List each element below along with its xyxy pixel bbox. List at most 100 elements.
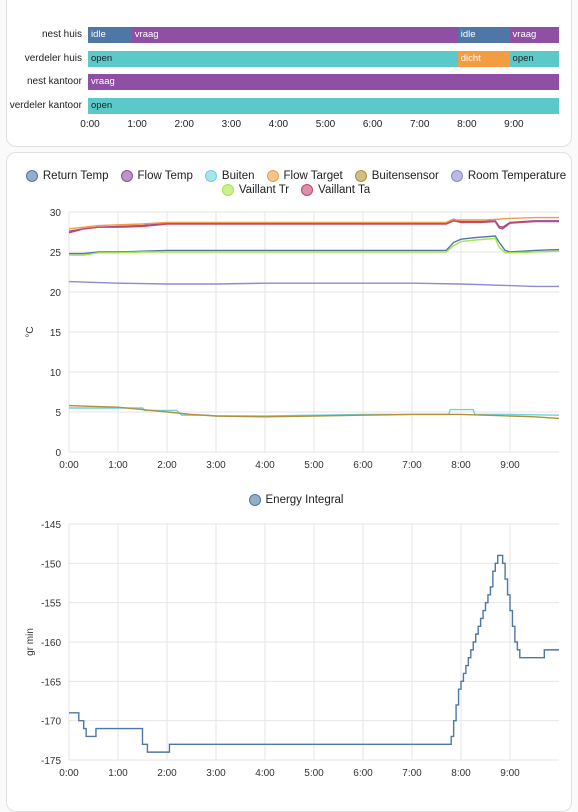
legend-label: Vaillant Ta — [318, 184, 371, 196]
series-line-room-temperature — [68, 280, 559, 288]
x-tick-label: 7:00 — [402, 768, 422, 779]
timeline-segment-idle[interactable]: idle — [88, 27, 132, 43]
y-tick-label: 25 — [50, 248, 62, 259]
charts-card: Return Temp Flow Temp Buiten Flow Target Bui… — [6, 152, 572, 812]
y-axis-label: gr min — [25, 628, 36, 656]
series-line-energy-integral — [69, 554, 559, 753]
y-axis-label: °C — [25, 326, 36, 337]
legend-label: Buiten — [221, 170, 255, 182]
timeline-row-label-verdeler-huis: verdeler huis — [24, 52, 82, 64]
legend-swatch — [25, 170, 38, 182]
legend-item-vaillant-tr[interactable]: Vaillant Tr — [221, 184, 290, 196]
energy-chart: -175 -170 -165 -160 -155 -150 -145 0:00 1:00 2:00… — [25, 520, 559, 779]
y-tick-label: -160 — [41, 638, 61, 649]
x-tick-label: 5:00 — [304, 768, 324, 779]
series-line-flow-target — [68, 216, 559, 230]
y-tick-label: 20 — [50, 288, 62, 299]
y-tick-label: 15 — [50, 328, 62, 339]
timeline-segment-vraag[interactable]: vraag — [131, 27, 458, 43]
legend-swatch — [354, 170, 367, 182]
x-tick-label: 5:00 — [304, 460, 324, 471]
x-tick-label: 3:00 — [206, 768, 226, 779]
x-tick-label: 2:00 — [157, 460, 177, 471]
timeline-tick-label: 9:00 — [504, 119, 524, 130]
y-tick-label: -175 — [41, 756, 61, 767]
y-tick-label: -170 — [41, 717, 61, 728]
y-tick-label: -145 — [41, 520, 61, 531]
timeline-tick-label: 6:00 — [362, 119, 383, 130]
x-tick-label: 1:00 — [108, 460, 128, 471]
x-tick-label: 1:00 — [108, 768, 128, 779]
legend-swatch — [204, 170, 217, 182]
legend-label: Room Temperature — [467, 170, 567, 182]
timeline-tick-label: 8:00 — [457, 119, 477, 130]
timeline-segment-vraag[interactable]: vraag — [88, 74, 559, 90]
energy-legend: Energy Integral — [15, 494, 577, 506]
legend-swatch — [301, 184, 314, 196]
legend-swatch — [266, 170, 279, 182]
series-line-vaillant-ta — [68, 220, 559, 234]
timeline-tick-label: 1:00 — [127, 119, 147, 130]
legend-item-energy-integral[interactable]: Energy Integral — [248, 494, 344, 506]
y-tick-label: 10 — [50, 368, 62, 379]
temperature-chart: 0 5 10 15 20 25 30 0:00 1:00 2:00 3:00 4:00 5:00 6:00… — [25, 208, 560, 471]
legend-item-return-temp[interactable]: Return Temp — [25, 170, 109, 182]
timeline-segment-open[interactable]: open — [509, 50, 559, 67]
legend-label: Return Temp — [42, 170, 109, 182]
timeline-tick-label: 5:00 — [315, 119, 336, 130]
y-tick-label: -155 — [41, 599, 61, 610]
timeline-tick-label: 2:00 — [174, 119, 194, 130]
legend-label: Flow Target — [283, 170, 343, 182]
legend-swatch — [450, 170, 463, 182]
legend-swatch — [248, 494, 261, 506]
timeline-segment-idle[interactable]: idle — [457, 27, 510, 43]
legend-label: Flow Temp — [137, 170, 193, 182]
timeline-card: nest huis idle vraag idle vraag verdeler huis… — [6, 0, 572, 147]
legend-swatch — [120, 170, 133, 182]
series-line-vaillant-tr — [69, 237, 560, 256]
legend-label: Energy Integral — [265, 494, 344, 506]
timeline-tick-label: 4:00 — [268, 119, 289, 130]
series-line-flow-temp — [68, 218, 559, 232]
timeline-tick-label: 0:00 — [80, 119, 100, 130]
grid-lines — [68, 523, 559, 761]
legend-item-flow-temp[interactable]: Flow Temp — [120, 170, 193, 182]
series-line-return-temp — [69, 235, 560, 255]
x-tick-label: 0:00 — [59, 768, 79, 779]
x-tick-label: 4:00 — [255, 460, 275, 471]
timeline-segment-dicht[interactable]: dicht — [457, 50, 510, 67]
timeline-tick-label: 7:00 — [409, 119, 430, 130]
x-tick-label: 6:00 — [353, 768, 373, 779]
x-tick-label: 8:00 — [451, 768, 471, 779]
legend-item-vaillant-ta[interactable]: Vaillant Ta — [301, 184, 370, 196]
timeline-segment-vraag[interactable]: vraag — [509, 27, 559, 43]
legend-item-buitensensor[interactable]: Buitensensor — [354, 170, 439, 182]
temperature-legend: Return Temp Flow Temp Buiten Flow Target Bui… — [15, 170, 577, 196]
y-tick-label: 30 — [50, 208, 62, 219]
timeline-row-label-nest-huis: nest huis — [41, 29, 82, 40]
timeline-tick-label: 3:00 — [221, 119, 242, 130]
x-tick-label: 8:00 — [451, 460, 471, 471]
y-tick-label: 0 — [55, 448, 61, 459]
x-tick-label: 3:00 — [206, 460, 226, 471]
x-tick-label: 9:00 — [500, 768, 520, 779]
timeline-row-label-verdeler-kantoor: verdeler kantoor — [9, 99, 82, 111]
x-tick-label: 9:00 — [500, 460, 520, 471]
y-tick-label: 5 — [55, 408, 61, 419]
legend-item-flow-target[interactable]: Flow Target — [266, 170, 343, 182]
y-tick-label: -165 — [41, 677, 61, 688]
x-tick-label: 2:00 — [157, 768, 177, 779]
timeline-segment-open[interactable]: open — [88, 50, 458, 67]
y-tick-label: -150 — [41, 559, 61, 570]
x-tick-label: 7:00 — [402, 460, 422, 471]
x-tick-label: 4:00 — [255, 768, 275, 779]
legend-label: Buitensensor — [371, 170, 439, 182]
series-line-buitensensor — [68, 404, 560, 420]
legend-swatch — [221, 184, 234, 196]
x-tick-label: 6:00 — [353, 460, 373, 471]
timeline-segment-open[interactable]: open — [88, 97, 559, 114]
legend-item-room-temperature[interactable]: Room Temperature — [450, 170, 567, 182]
timeline-row-label-nest-kantoor: nest kantoor — [26, 76, 82, 87]
legend-item-buiten[interactable]: Buiten — [204, 170, 255, 182]
legend-label: Vaillant Tr — [238, 184, 290, 196]
